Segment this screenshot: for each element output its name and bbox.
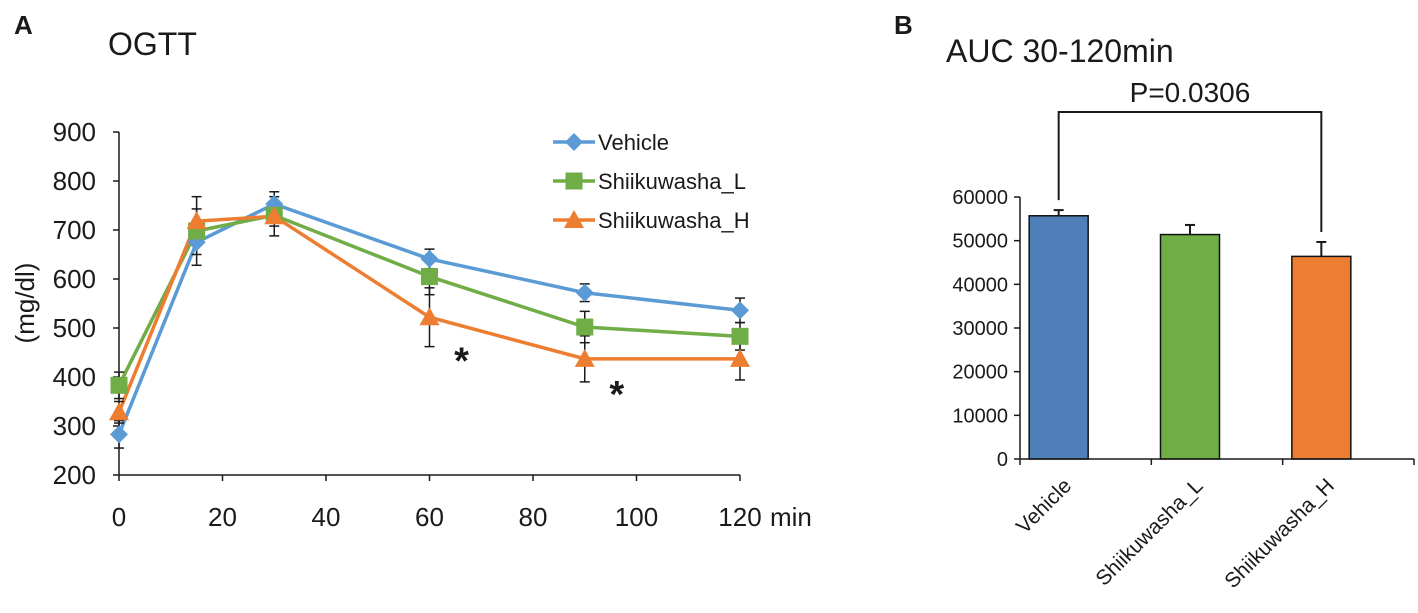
legend-label-shiikuwasha-l: Shiikuwasha_L <box>598 169 746 194</box>
x-category-label-vehicle: Vehicle <box>1012 474 1076 538</box>
panel-b-label: B <box>894 10 913 40</box>
chart-a-y-tick-label: 400 <box>53 362 96 392</box>
significance-asterisk: * <box>454 341 469 383</box>
chart-b-y-tick-label: 60000 <box>952 187 1008 209</box>
panel-a-label: A <box>14 10 33 40</box>
point-shiikuwasha-h <box>264 206 285 225</box>
chart-a-y-axis-label: (mg/dl) <box>10 263 40 344</box>
significance-asterisk: * <box>609 374 624 416</box>
x-category-label-shiikuwasha-l: Shiikuwasha_L <box>1091 474 1207 590</box>
point-shiikuwasha-h <box>574 348 595 367</box>
chart-a-y-tick-label: 500 <box>53 313 96 343</box>
bar-shiikuwasha-h <box>1291 255 1352 460</box>
legend-marker-vehicle <box>565 133 583 151</box>
point-shiikuwasha-l <box>110 376 128 394</box>
chart-b-y-tick-label: 10000 <box>952 405 1008 427</box>
point-shiikuwasha-h <box>730 348 750 367</box>
chart-a-legend: Vehicle Shiikuwasha_L Shiikuwasha_H <box>553 130 750 233</box>
line-shiikuwasha-h <box>117 214 740 413</box>
significance-bracket <box>1057 111 1323 232</box>
chart-a-x-tick-label: 40 <box>312 502 341 532</box>
chart-b-error-bars <box>1053 209 1327 257</box>
point-shiikuwasha-l <box>576 318 594 336</box>
legend-marker-shiikuwasha-h <box>564 210 584 228</box>
chart-a-x-tick-label: 100 <box>615 502 658 532</box>
chart-b-bars <box>1028 215 1352 460</box>
chart-b-title: AUC 30-120min <box>946 33 1174 69</box>
chart-a-x-tick-label: 0 <box>112 502 126 532</box>
chart-a-x-tick-label: 120 <box>718 502 761 532</box>
chart-a-x-tick-label: 80 <box>519 502 548 532</box>
chart-a-y-tick-label: 200 <box>53 460 96 490</box>
point-shiikuwasha-h <box>419 307 440 326</box>
chart-a-y-tick-label: 700 <box>53 215 96 245</box>
point-vehicle <box>731 301 749 320</box>
chart-b-y-tick-label: 40000 <box>952 274 1008 296</box>
point-shiikuwasha-h <box>109 402 129 421</box>
x-category-label-shiikuwasha-h: Shiikuwasha_H <box>1220 474 1339 593</box>
chart-a-x-tick-label: 60 <box>415 502 444 532</box>
point-vehicle <box>575 283 594 302</box>
point-shiikuwasha-l <box>731 327 749 345</box>
chart-b-y-tick-label: 0 <box>997 449 1008 471</box>
chart-b-y-tick-label: 50000 <box>952 231 1008 253</box>
chart-a-x-tick-label: 20 <box>208 502 237 532</box>
chart-b-y-tick-label: 30000 <box>952 318 1008 340</box>
point-shiikuwasha-h <box>186 211 207 230</box>
point-shiikuwasha-l <box>421 268 438 286</box>
chart-a-y-tick-label: 600 <box>53 264 96 294</box>
line-vehicle <box>117 202 741 435</box>
chart-a-title: OGTT <box>108 26 197 62</box>
legend-label-vehicle: Vehicle <box>598 130 669 155</box>
chart-b-significance: P=0.0306 <box>1057 77 1323 232</box>
chart-a-x-axis-label: min <box>770 502 812 532</box>
chart-a-markers <box>109 195 750 444</box>
point-vehicle <box>110 425 128 444</box>
chart-a-y-tick-label: 900 <box>53 117 96 147</box>
p-value-label: P=0.0306 <box>1130 77 1251 108</box>
point-vehicle <box>420 249 439 268</box>
chart-a-y-tick-label: 300 <box>53 411 96 441</box>
chart-a-axes: 200 300 400 500 600 700 800 900 0 20 40 60 80 100 120 <box>53 117 762 532</box>
chart-a-series-lines <box>117 202 741 435</box>
chart-b-y-tick-label: 20000 <box>952 362 1008 384</box>
bar-shiikuwasha-l <box>1159 233 1221 460</box>
bar-vehicle <box>1028 215 1089 460</box>
chart-a-y-tick-label: 800 <box>53 166 96 196</box>
chart-a-annotations: ** <box>454 341 624 416</box>
legend-label-shiikuwasha-h: Shiikuwasha_H <box>598 208 750 233</box>
legend-marker-shiikuwasha-l <box>565 172 583 190</box>
